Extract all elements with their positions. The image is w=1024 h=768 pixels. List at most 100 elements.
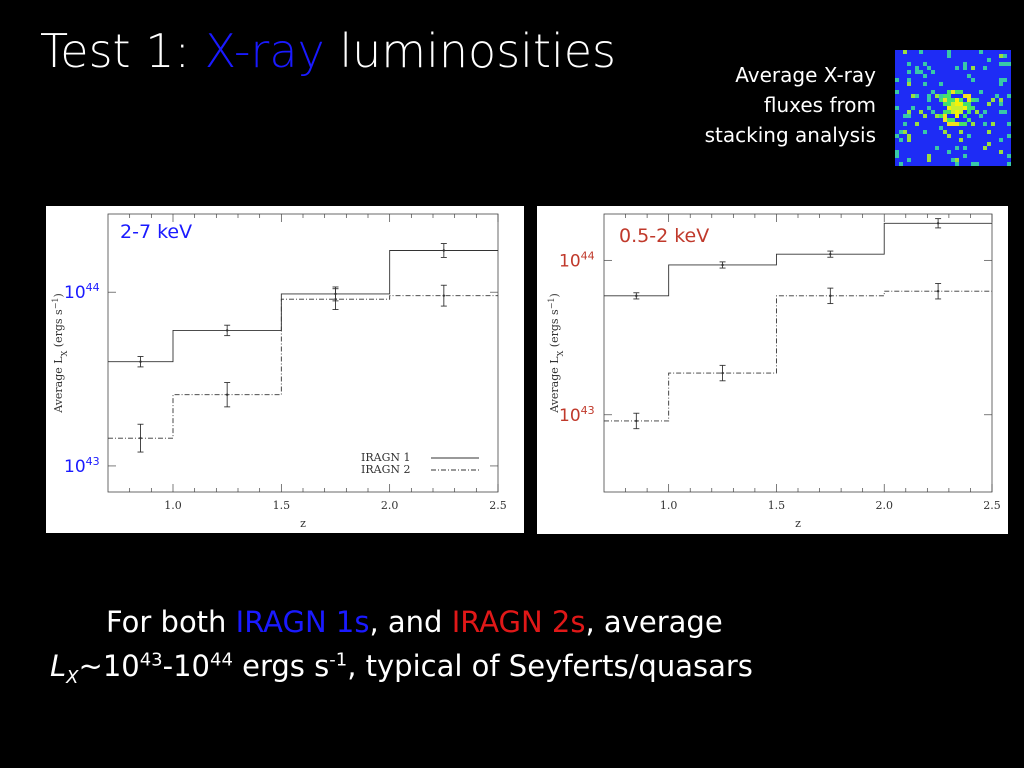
image-pixel xyxy=(943,110,947,114)
image-pixel xyxy=(999,54,1003,58)
image-pixel xyxy=(955,66,959,70)
y-overlay-label: 1043 xyxy=(559,404,595,426)
image-pixel xyxy=(963,154,967,158)
image-pixel xyxy=(927,154,931,158)
x-tick-label: 1.5 xyxy=(768,499,786,512)
image-pixel xyxy=(907,62,911,66)
image-pixel xyxy=(943,94,947,98)
image-pixel xyxy=(907,110,911,114)
image-pixel xyxy=(947,134,951,138)
caption-exp: -1 xyxy=(329,649,348,671)
image-pixel xyxy=(943,102,947,106)
image-pixel xyxy=(951,106,955,110)
image-pixel xyxy=(955,106,959,110)
data-point xyxy=(334,297,337,301)
image-pixel xyxy=(923,62,927,66)
image-pixel xyxy=(963,106,967,110)
data-point xyxy=(635,419,638,423)
data-point xyxy=(721,263,724,267)
image-pixel xyxy=(947,90,951,94)
image-pixel xyxy=(947,110,951,114)
image-pixel xyxy=(999,110,1003,114)
image-pixel xyxy=(915,70,919,74)
image-pixel xyxy=(991,122,995,126)
image-pixel xyxy=(947,94,951,98)
caption-iragn2: IRAGN 2s xyxy=(451,605,586,639)
y-overlay-label: 1043 xyxy=(64,455,100,477)
y-overlay-label: 1044 xyxy=(64,281,100,303)
image-pixel xyxy=(987,142,991,146)
image-pixel xyxy=(903,130,907,134)
x-tick-label: 1.0 xyxy=(660,499,678,512)
image-pixel xyxy=(907,138,911,142)
image-pixel xyxy=(943,98,947,102)
image-pixel xyxy=(979,50,983,54)
image-pixel xyxy=(935,146,939,150)
series-line xyxy=(604,290,992,422)
image-pixel xyxy=(955,90,959,94)
image-pixel xyxy=(955,114,959,118)
data-point xyxy=(721,371,724,375)
x-tick-label: 2.0 xyxy=(875,499,893,512)
image-pixel xyxy=(983,122,987,126)
image-pixel xyxy=(951,158,955,162)
image-pixel xyxy=(947,98,951,102)
image-pixel xyxy=(931,90,935,94)
image-pixel xyxy=(895,106,899,110)
x-tick-label: 2.0 xyxy=(381,499,399,512)
image-pixel xyxy=(959,98,963,102)
plot-frame xyxy=(107,213,499,493)
series-line xyxy=(108,250,498,363)
image-pixel xyxy=(947,50,951,54)
image-pixel xyxy=(911,106,915,110)
image-pixel xyxy=(947,122,951,126)
image-pixel xyxy=(911,94,915,98)
title-highlight: X-ray xyxy=(204,24,325,78)
image-pixel xyxy=(923,114,927,118)
data-point xyxy=(829,294,832,298)
stacked-xray-image xyxy=(895,50,1011,166)
image-pixel xyxy=(975,98,979,102)
caption-text: ~10 xyxy=(78,649,140,683)
x-axis-label: z xyxy=(795,517,801,530)
image-pixel xyxy=(939,114,943,118)
image-pixel xyxy=(959,110,963,114)
y-axis-label: Average LX (ergs s−1) xyxy=(547,293,565,414)
image-pixel xyxy=(947,106,951,110)
image-pixel xyxy=(951,98,955,102)
chart-soft-band: 1.0 1.5 2.0 2.5 z Average LX (ergs s−1) 0.5-2 … xyxy=(547,213,1001,530)
series-line xyxy=(108,295,498,439)
image-pixel xyxy=(971,162,975,166)
caption-text: ergs s xyxy=(232,649,330,683)
plot-frame xyxy=(603,213,993,493)
image-pixel xyxy=(959,102,963,106)
note-line-2: fluxes from xyxy=(763,93,876,117)
data-point xyxy=(635,294,638,298)
image-pixel xyxy=(1007,154,1011,158)
image-pixel xyxy=(983,110,987,114)
caption-text: -10 xyxy=(162,649,210,683)
image-pixel xyxy=(919,110,923,114)
image-pixel xyxy=(999,98,1003,102)
image-pixel xyxy=(999,138,1003,142)
caption-text: , typical of Seyferts/quasars xyxy=(347,649,753,683)
image-pixel xyxy=(935,114,939,118)
image-pixel xyxy=(927,94,931,98)
image-pixel xyxy=(903,114,907,118)
image-pixel xyxy=(971,122,975,126)
image-pixel xyxy=(959,122,963,126)
data-point xyxy=(936,290,940,293)
image-pixel xyxy=(939,126,943,130)
image-pixel xyxy=(963,122,967,126)
image-pixel xyxy=(967,134,971,138)
image-pixel xyxy=(967,110,971,114)
image-pixel xyxy=(951,110,955,114)
chart-panel-hard: 1.0 1.5 2.0 2.5 z Average LX (ergs s−1) 2-7 ke… xyxy=(46,206,524,533)
image-pixel xyxy=(1003,110,1007,114)
image-pixel xyxy=(963,94,967,98)
image-pixel xyxy=(987,102,991,106)
image-pixel xyxy=(979,114,983,118)
image-pixel xyxy=(971,66,975,70)
image-pixel xyxy=(935,94,939,98)
image-pixel xyxy=(967,102,971,106)
